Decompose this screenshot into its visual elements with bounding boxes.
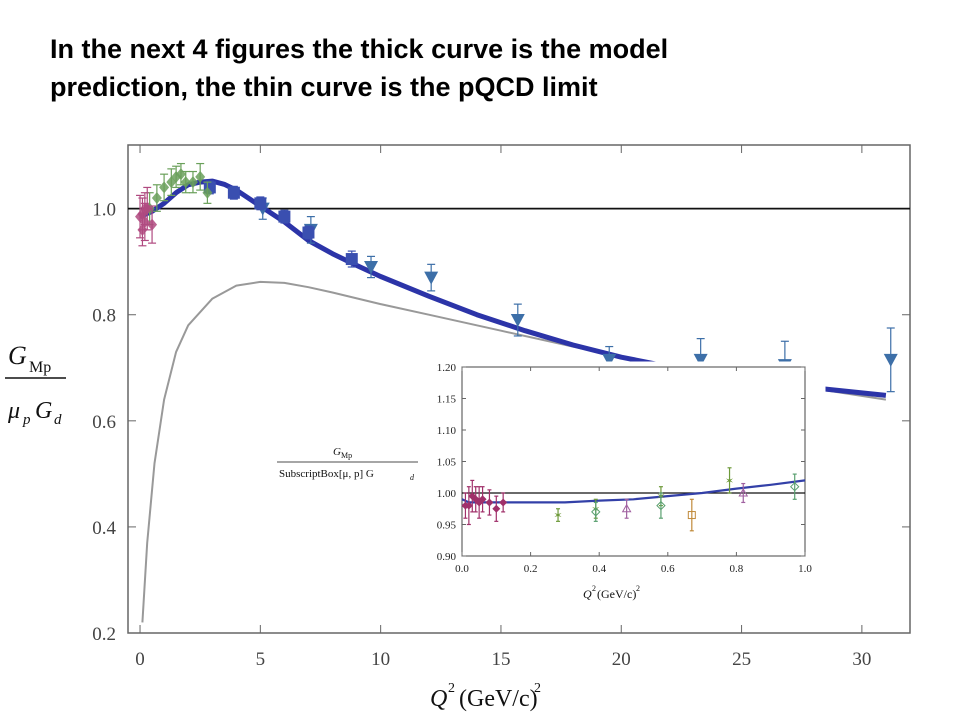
inset-y-tick-label: 1.20	[437, 362, 457, 374]
inset-y-tick-label: 0.95	[437, 520, 457, 532]
inset-plot: 0.0 0.2 0.4 0.6 0.8 1.0 0.90 0.95 1.00 1.05 1.10 1.…	[437, 362, 813, 575]
data-point-square	[345, 253, 358, 266]
data-point-magenta	[139, 202, 150, 215]
main-x-tick-label: 20	[612, 649, 631, 670]
main-x-tick-label: 30	[852, 649, 871, 670]
main-y-label-num-sub: Mp	[29, 359, 51, 376]
main-y-tick-label: 0.4	[92, 518, 116, 539]
inset-x-title-unit: (GeV/c)	[597, 587, 636, 601]
slide-title-line-2: prediction, the thin curve is the pQCD l…	[50, 72, 598, 102]
inset-point-stars: ✶	[553, 510, 562, 522]
data-point-square	[254, 197, 267, 210]
inset-y-label-den: SubscriptBox[μ, p] G	[279, 468, 374, 480]
data-point-triangle	[693, 353, 708, 367]
inset-point-magenta-diamonds	[492, 504, 501, 513]
data-point-green	[159, 181, 170, 194]
inset-x-tick-label: 1.0	[798, 563, 812, 575]
inset-y-tick-label: 1.15	[437, 394, 457, 406]
inset-x-tick-label: 0.0	[455, 563, 469, 575]
data-point-triangle	[424, 271, 439, 285]
main-y-label-den-mu: μ	[7, 398, 20, 424]
inset-point-open-diamonds	[591, 507, 601, 517]
data-point-triangle	[883, 353, 898, 367]
inset-x-title-exp: 2	[592, 584, 596, 593]
main-x-tick-label: 15	[491, 649, 510, 670]
inset-point-stars: ✶	[725, 475, 734, 487]
main-y-label-den-g: G	[35, 398, 52, 424]
main-x-axis-title-exp: 2	[448, 681, 455, 696]
data-point-magenta	[147, 218, 158, 231]
main-x-tick-label: 10	[371, 649, 390, 670]
slide-title-line-1: In the next 4 figures the thick curve is…	[50, 34, 669, 64]
main-y-label-num: G	[8, 341, 27, 370]
main-plot-frame	[127, 144, 911, 634]
inset-point-open-diamonds	[656, 500, 666, 511]
inset-y-tick-label: 0.90	[437, 551, 457, 563]
inset-point-open-triangles	[621, 503, 632, 513]
main-y-label-den-sub2: d	[54, 412, 62, 428]
inset-point-magenta-diamonds	[478, 495, 487, 504]
inset-point-magenta-diamonds	[499, 498, 508, 507]
data-point-square	[302, 226, 315, 239]
inset-x-tick-label: 0.6	[661, 563, 675, 575]
main-y-axis-title: G Mp μ p G d	[5, 341, 66, 428]
inset-x-title-q: Q	[583, 587, 592, 601]
main-x-axis-title-q: Q	[430, 686, 447, 712]
slide-title: In the next 4 figures the thick curve is…	[50, 30, 930, 106]
inset-x-tick-label: 0.2	[524, 563, 538, 575]
inset-point-open-squares	[687, 511, 696, 520]
main-x-axis-title-unit: (GeV/c)	[459, 686, 538, 712]
inset-panel	[404, 361, 826, 608]
main-y-tick-label: 0.8	[92, 306, 116, 327]
data-point-triangle	[510, 314, 525, 328]
inset-point-magenta-diamonds	[464, 501, 473, 510]
inset-point-open-diamonds	[790, 481, 800, 492]
data-point-magenta	[137, 223, 148, 236]
inset-y-tick-label: 1.10	[437, 425, 457, 437]
inset-point-magenta-diamonds	[485, 498, 494, 507]
main-y-label-den-sub: p	[22, 412, 31, 428]
inset-y-label-den-sub: d	[410, 473, 415, 482]
main-y-tick-label: 0.6	[92, 412, 116, 433]
data-point-triangle	[364, 261, 379, 274]
inset-x-axis-title: Q 2 (GeV/c) 2	[583, 584, 640, 601]
data-point-green	[180, 176, 191, 189]
data-point-green	[202, 186, 213, 199]
data-point-green	[187, 176, 198, 189]
main-x-tick-label: 25	[732, 649, 751, 670]
main-x-tick-label: 0	[135, 649, 145, 670]
inset-y-tick-label: 1.05	[437, 457, 457, 469]
inset-y-axis-title: G Mp SubscriptBox[μ, p] G d	[277, 446, 418, 482]
main-x-tick-label: 5	[256, 649, 266, 670]
data-point-square	[278, 210, 291, 223]
inset-x-title-exp2: 2	[636, 584, 640, 593]
data-point-triangle	[602, 353, 617, 367]
main-y-tick-label: 1.0	[92, 200, 116, 221]
data-point-green	[195, 170, 206, 183]
data-point-square	[227, 186, 240, 199]
inset-y-tick-label: 1.00	[437, 488, 457, 500]
data-point-green	[151, 192, 162, 205]
inset-x-tick-label: 0.8	[730, 563, 744, 575]
main-x-axis-title-exp2: 2	[534, 681, 541, 696]
main-y-tick-label: 0.2	[92, 624, 116, 645]
inset-y-label-num: G	[333, 446, 341, 458]
inset-x-tick-label: 0.4	[592, 563, 606, 575]
inset-point-open-triangles	[738, 487, 749, 497]
inset-y-label-num-sub: Mp	[341, 451, 352, 460]
